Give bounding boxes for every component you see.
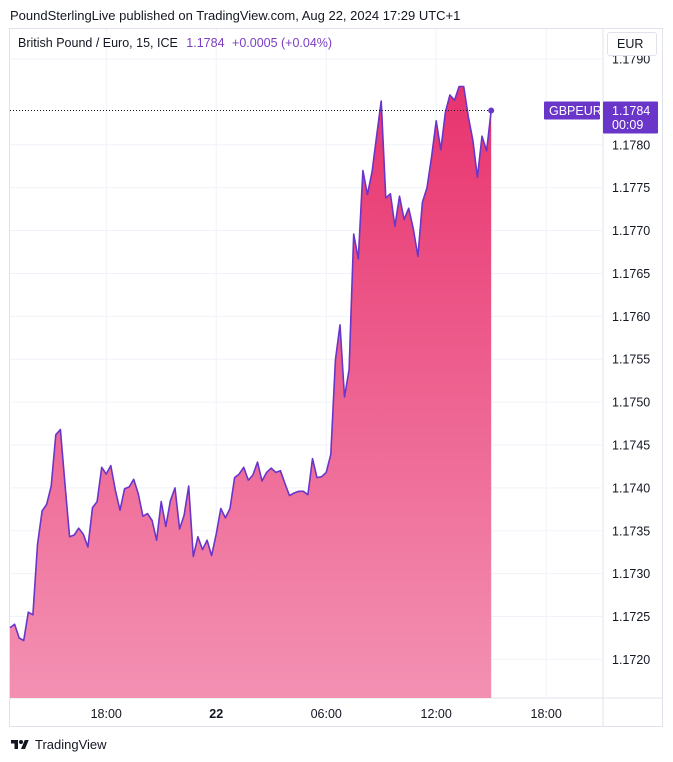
price-label-value: 1.1784 xyxy=(612,104,650,118)
price-label-name-box xyxy=(544,101,600,120)
chart-legend: British Pound / Euro, 15, ICE 1.1784 +0.… xyxy=(18,36,332,50)
y-tick-label: 1.1740 xyxy=(612,481,650,495)
y-tick-label: 1.1720 xyxy=(612,653,650,667)
tradingview-logo-icon xyxy=(11,739,29,749)
price-area xyxy=(10,86,492,698)
y-axis: 1.1720 1.1725 1.1730 1.1735 1.1740 1.1745 1.17… xyxy=(612,53,650,667)
price-line xyxy=(9,85,492,642)
y-tick-label: 1.1770 xyxy=(612,224,650,238)
legend-symbol: British Pound / Euro, 15, ICE xyxy=(18,36,178,50)
price-label-countdown: 00:09 xyxy=(612,118,643,132)
x-tick-label: 22 xyxy=(209,707,223,721)
x-axis: 18:00 22 06:00 12:00 18:00 xyxy=(91,707,562,721)
y-tick-label: 1.1760 xyxy=(612,310,650,324)
last-price-dot xyxy=(488,107,495,114)
y-tick-label: 1.1790 xyxy=(612,53,650,67)
y-tick-label: 1.1730 xyxy=(612,567,650,581)
y-tick-label: 1.1780 xyxy=(612,138,650,152)
price-label-value-box xyxy=(603,101,658,134)
chart-frame xyxy=(9,28,663,727)
footer-branding: TradingView xyxy=(10,737,107,752)
x-tick-label: 18:00 xyxy=(531,707,562,721)
y-tick-label: 1.1755 xyxy=(612,353,650,367)
publisher-line: PoundSterlingLive published on TradingVi… xyxy=(10,8,461,23)
y-tick-label: 1.1765 xyxy=(612,267,650,281)
y-tick-label: 1.1735 xyxy=(612,524,650,538)
currency-selector[interactable]: EUR xyxy=(607,32,657,56)
y-tick-label: 1.1750 xyxy=(612,396,650,410)
y-tick-label: 1.1775 xyxy=(612,181,650,195)
x-tick-label: 18:00 xyxy=(91,707,122,721)
price-label: GBPEUR 1.1784 00:09 xyxy=(544,101,658,134)
legend-last-price: 1.1784 xyxy=(186,36,225,50)
legend-change: +0.0005 (+0.04%) xyxy=(232,36,333,50)
price-label-name: GBPEUR xyxy=(549,104,602,118)
x-tick-label: 12:00 xyxy=(421,707,452,721)
footer-brand: TradingView xyxy=(35,737,107,752)
y-tick-label: 1.1725 xyxy=(612,610,650,624)
x-tick-label: 06:00 xyxy=(311,707,342,721)
y-tick-label: 1.1745 xyxy=(612,438,650,452)
